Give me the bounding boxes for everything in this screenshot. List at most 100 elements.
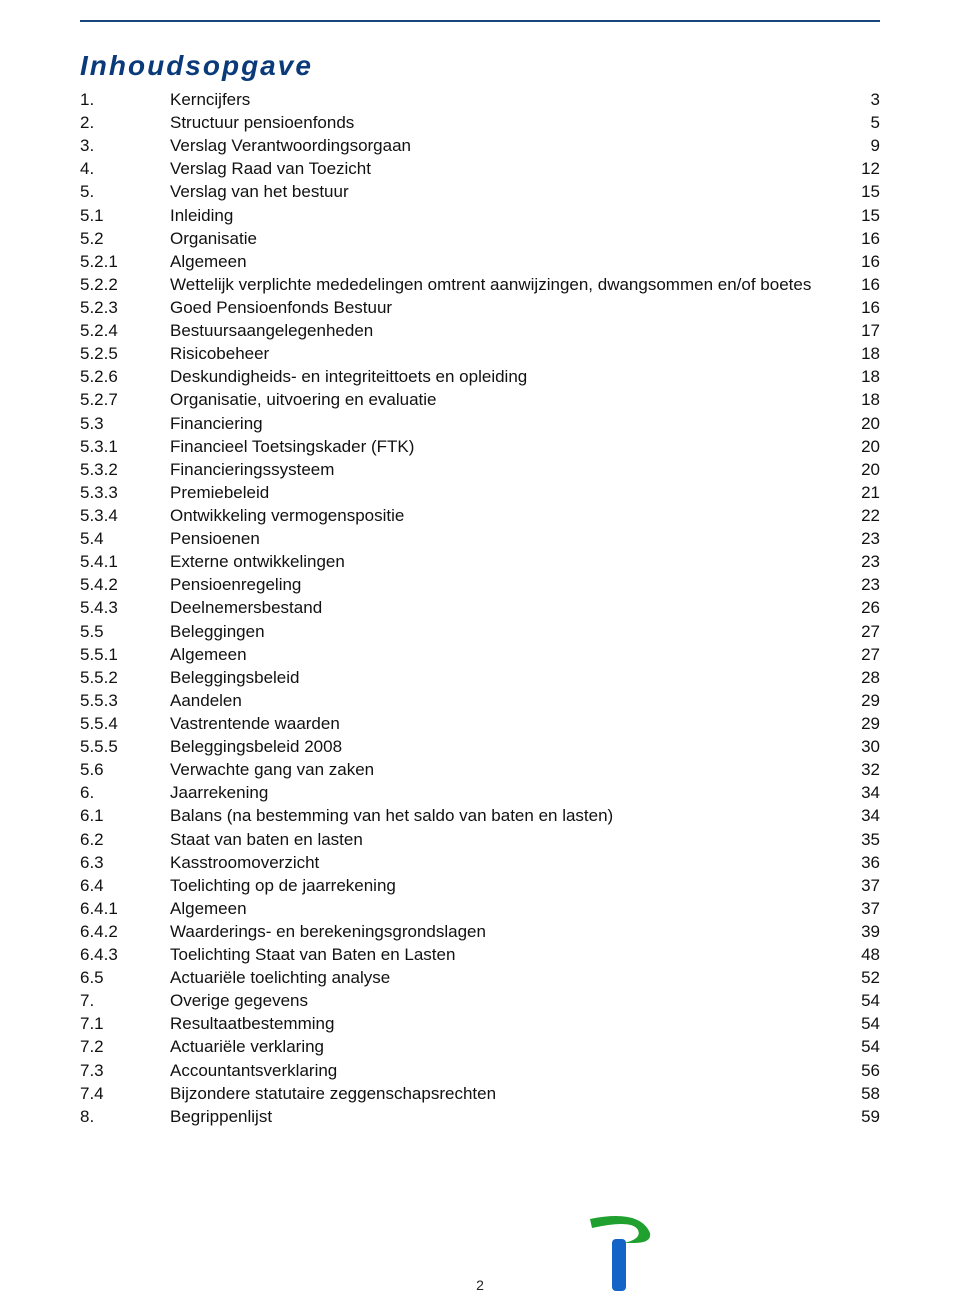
toc-row: 7.1Resultaatbestemming54 [80,1012,880,1035]
toc-page: 59 [840,1105,880,1128]
toc-page: 37 [840,897,880,920]
toc-label: Algemeen [170,250,840,273]
toc-label: Pensioenen [170,527,840,550]
toc-label: Toelichting Staat van Baten en Lasten [170,943,840,966]
toc-row: 5.Verslag van het bestuur15 [80,180,880,203]
toc-label: Ontwikkeling vermogenspositie [170,504,840,527]
toc-page: 20 [840,412,880,435]
toc-page: 32 [840,758,880,781]
toc-page: 9 [840,134,880,157]
toc-number: 6.5 [80,966,170,989]
toc-label: Deskundigheids- en integriteittoets en o… [170,365,840,388]
toc-page: 16 [840,250,880,273]
toc-page: 17 [840,319,880,342]
toc-row: 2.Structuur pensioenfonds5 [80,111,880,134]
toc-number: 6.1 [80,804,170,827]
toc-number: 5.2.5 [80,342,170,365]
toc-page: 34 [840,781,880,804]
toc-label: Risicobeheer [170,342,840,365]
toc-row: 5.2.5Risicobeheer18 [80,342,880,365]
toc-row: 6.Jaarrekening34 [80,781,880,804]
toc-label: Actuariële toelichting analyse [170,966,840,989]
toc-label: Externe ontwikkelingen [170,550,840,573]
toc-number: 5.5.5 [80,735,170,758]
toc-number: 3. [80,134,170,157]
toc-label: Premiebeleid [170,481,840,504]
toc-label: Bestuursaangelegenheden [170,319,840,342]
toc-number: 5.5.1 [80,643,170,666]
toc-page: 12 [840,157,880,180]
toc-row: 5.5.3Aandelen29 [80,689,880,712]
toc-label: Toelichting op de jaarrekening [170,874,840,897]
toc-number: 5.3.1 [80,435,170,458]
toc-number: 5.3.2 [80,458,170,481]
toc-page: 3 [840,88,880,111]
toc-row: 5.2.7Organisatie, uitvoering en evaluati… [80,388,880,411]
toc-row: 4.Verslag Raad van Toezicht12 [80,157,880,180]
toc-row: 5.4Pensioenen23 [80,527,880,550]
toc-row: 7.4Bijzondere statutaire zeggenschapsrec… [80,1082,880,1105]
toc-page: 16 [840,296,880,319]
toc-label: Overige gegevens [170,989,840,1012]
toc-page: 27 [840,643,880,666]
toc-number: 6.4.2 [80,920,170,943]
toc-number: 5.3.4 [80,504,170,527]
toc-page: 27 [840,620,880,643]
toc-page: 35 [840,828,880,851]
toc-page: 16 [840,227,880,250]
toc-label: Pensioenregeling [170,573,840,596]
toc-row: 7.2Actuariële verklaring54 [80,1035,880,1058]
toc-page: 20 [840,458,880,481]
toc-label: Accountantsverklaring [170,1059,840,1082]
toc-row: 6.2Staat van baten en lasten35 [80,828,880,851]
toc-page: 56 [840,1059,880,1082]
toc-number: 5.4.1 [80,550,170,573]
toc-label: Beleggingsbeleid [170,666,840,689]
toc-page: 48 [840,943,880,966]
toc-number: 6.4.3 [80,943,170,966]
toc-number: 4. [80,157,170,180]
toc-row: 5.4.2Pensioenregeling23 [80,573,880,596]
toc-number: 5.3 [80,412,170,435]
toc-row: 5.3.2Financieringssysteem20 [80,458,880,481]
toc-label: Inleiding [170,204,840,227]
toc-label: Staat van baten en lasten [170,828,840,851]
toc-number: 7.4 [80,1082,170,1105]
toc-label: Balans (na bestemming van het saldo van … [170,804,840,827]
toc-label: Kerncijfers [170,88,840,111]
toc-row: 8.Begrippenlijst59 [80,1105,880,1128]
toc-page: 18 [840,342,880,365]
toc-page: 16 [840,273,880,296]
toc-row: 7.Overige gegevens54 [80,989,880,1012]
toc-page: 18 [840,388,880,411]
toc-page: 23 [840,550,880,573]
toc-label: Actuariële verklaring [170,1035,840,1058]
toc-number: 5.3.3 [80,481,170,504]
toc-row: 7.3Accountantsverklaring56 [80,1059,880,1082]
toc-number: 1. [80,88,170,111]
toc-label: Algemeen [170,643,840,666]
toc-number: 5.5.2 [80,666,170,689]
toc-label: Organisatie, uitvoering en evaluatie [170,388,840,411]
toc-number: 5.2.4 [80,319,170,342]
toc-page: 15 [840,180,880,203]
toc-number: 2. [80,111,170,134]
toc-row: 5.3.3Premiebeleid21 [80,481,880,504]
toc-label: Verwachte gang van zaken [170,758,840,781]
toc-row: 6.5Actuariële toelichting analyse52 [80,966,880,989]
toc-number: 7.3 [80,1059,170,1082]
toc-row: 5.2.1Algemeen16 [80,250,880,273]
toc-number: 5.5.3 [80,689,170,712]
toc-label: Resultaatbestemming [170,1012,840,1035]
toc-page: 29 [840,689,880,712]
toc-row: 5.2.4Bestuursaangelegenheden17 [80,319,880,342]
toc-label: Goed Pensioenfonds Bestuur [170,296,840,319]
toc-number: 5.2.6 [80,365,170,388]
toc-row: 5.5.5Beleggingsbeleid 200830 [80,735,880,758]
toc-number: 5. [80,180,170,203]
toc-label: Financieel Toetsingskader (FTK) [170,435,840,458]
toc-label: Verslag Verantwoordingsorgaan [170,134,840,157]
toc-page: 20 [840,435,880,458]
toc-row: 5.5Beleggingen27 [80,620,880,643]
toc-label: Beleggingen [170,620,840,643]
